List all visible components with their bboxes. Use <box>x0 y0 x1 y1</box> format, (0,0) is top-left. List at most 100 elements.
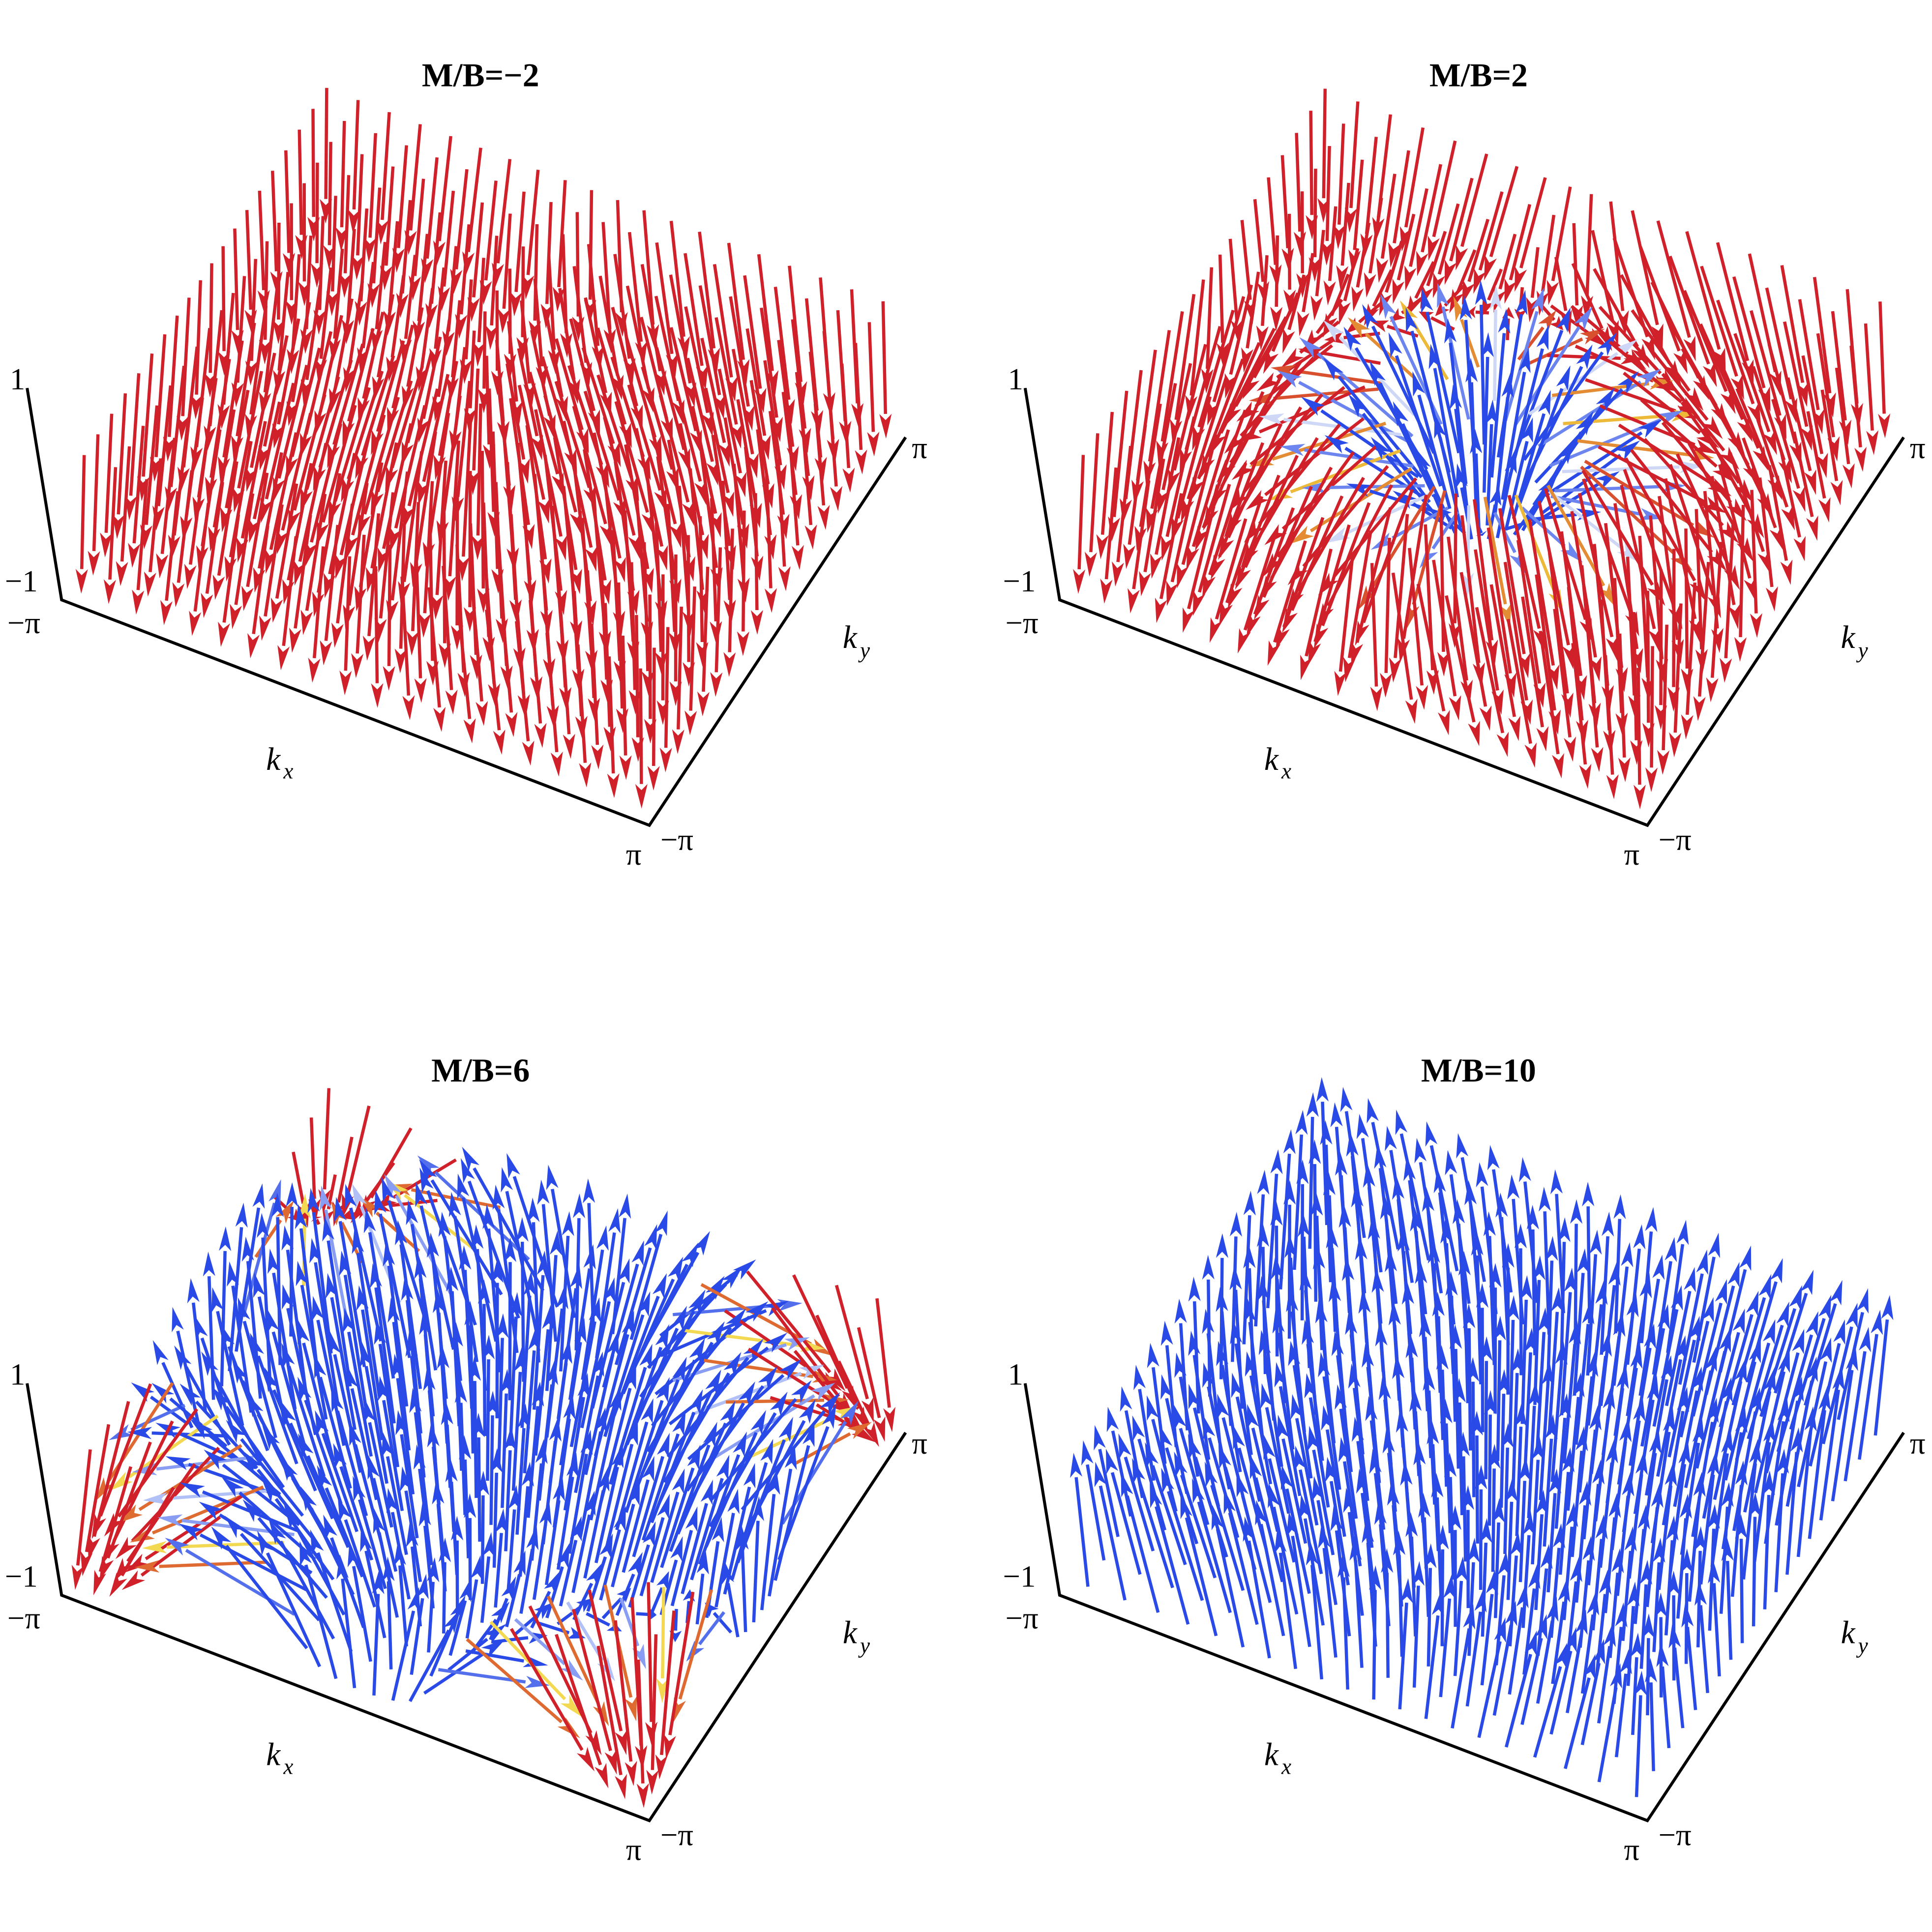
vector-arrow <box>1133 1365 1156 1481</box>
vector-arrow <box>545 633 563 777</box>
vector-arrow <box>1216 254 1229 368</box>
vector-arrow <box>1550 304 1608 348</box>
vector-arrow <box>1820 389 1843 505</box>
vector-arrow <box>128 425 145 568</box>
vector-arrow <box>1306 1540 1324 1680</box>
vector-arrow <box>1388 150 1410 268</box>
vector-arrow <box>103 467 118 604</box>
vector-arrow <box>622 1456 654 1573</box>
vector-arrow <box>768 1444 797 1597</box>
vector-arrow <box>1150 437 1181 579</box>
vector-arrow <box>326 1273 357 1430</box>
vector-arrow <box>1282 274 1306 353</box>
z-tick-min: −1 <box>5 1559 38 1593</box>
vector-arrow <box>230 493 255 629</box>
x-tick-min: −π <box>7 606 40 640</box>
vector-arrow <box>296 1260 328 1420</box>
vector-arrow <box>580 1277 616 1429</box>
vector-arrow <box>382 1556 395 1669</box>
vector-arrow <box>1688 1472 1706 1602</box>
vector-arrow <box>1753 1418 1776 1562</box>
axis-lines <box>1023 1383 1905 1823</box>
vector-arrow <box>1334 555 1354 696</box>
vector-arrow <box>1593 268 1650 369</box>
vector-arrow <box>1539 1187 1551 1335</box>
vector-arrow <box>363 133 378 263</box>
vector-arrow <box>508 1292 523 1446</box>
vector-arrow <box>1580 1590 1600 1694</box>
vector-arrow <box>409 1388 430 1522</box>
vector-arrow <box>542 579 559 731</box>
vector-arrow <box>201 482 224 618</box>
vector-arrow <box>1599 1438 1618 1568</box>
vector-arrow <box>1286 1511 1311 1647</box>
vector-arrow <box>827 383 843 511</box>
vector-arrow <box>641 1410 686 1541</box>
vector-arrow <box>1553 609 1576 762</box>
vector-arrow <box>1302 1319 1324 1461</box>
vector-arrow <box>574 1351 604 1493</box>
vector-arrow <box>1254 486 1313 620</box>
vector-arrow <box>506 1485 521 1592</box>
vector-arrow <box>277 536 298 671</box>
vector-arrow <box>381 1432 408 1555</box>
x-axis-label-sub: x <box>1281 759 1291 784</box>
vector-arrow <box>184 449 208 589</box>
vector-arrow <box>1159 1424 1199 1545</box>
vector-arrow <box>352 1229 381 1397</box>
vector-arrow <box>1620 274 1681 385</box>
z-tick-max: 1 <box>1008 1357 1023 1391</box>
vector-arrow <box>1147 1343 1167 1464</box>
vector-arrow <box>1490 308 1511 478</box>
vector-arrow <box>1786 377 1816 495</box>
vector-arrow <box>470 577 488 726</box>
vector-arrow <box>172 470 194 608</box>
vector-arrow <box>124 373 141 521</box>
vector-arrow <box>1809 1319 1845 1467</box>
vector-arrow <box>462 1146 545 1292</box>
vector-arrow <box>1174 1405 1210 1525</box>
vector-arrow <box>509 398 535 550</box>
vector-arrow <box>672 607 684 754</box>
vector-arrow <box>530 1439 548 1561</box>
vector-arrow <box>1475 280 1487 445</box>
vector-arrow <box>238 1297 277 1438</box>
vector-arrow <box>559 612 575 759</box>
vector-arrow <box>635 668 648 809</box>
vector-arrow <box>1211 1505 1245 1648</box>
vector-arrow <box>676 1401 736 1535</box>
vector-arrow <box>485 609 505 755</box>
vector-arrow <box>1283 1180 1296 1339</box>
vector-arrow <box>1296 1159 1309 1320</box>
vector-arrow <box>632 1433 670 1557</box>
vector-arrow <box>1244 1297 1264 1438</box>
vector-arrow <box>151 1382 228 1448</box>
y-tick-min: −π <box>1659 822 1692 857</box>
vector-arrow <box>1392 213 1416 304</box>
vector-arrow <box>1096 411 1114 559</box>
vector-arrow <box>1459 572 1492 731</box>
vector-arrow <box>1161 1467 1204 1601</box>
vector-arrow <box>362 513 381 661</box>
vector-arrow <box>594 1443 624 1563</box>
y-tick-min: −π <box>660 822 693 857</box>
vector-arrow <box>813 404 830 530</box>
vector-arrow <box>504 1426 516 1551</box>
vector-arrow <box>1644 1658 1658 1771</box>
vector-arrow <box>1304 1373 1330 1508</box>
vector-arrow <box>1493 1316 1506 1461</box>
vector-arrow <box>393 1541 408 1647</box>
x-axis-label-main: k <box>1264 1737 1279 1773</box>
vector-arrow <box>515 1403 531 1535</box>
vector-arrow <box>1614 1649 1632 1757</box>
z-tick-min: −1 <box>1003 1559 1036 1593</box>
vector-arrow <box>1497 1369 1510 1508</box>
vector-arrow <box>1656 1642 1671 1749</box>
vector-arrow <box>1864 323 1879 455</box>
vector-arrow <box>681 1479 713 1594</box>
vector-arrow <box>1439 1574 1456 1698</box>
vector-arrow <box>1210 518 1248 643</box>
vector-arrow <box>504 1237 517 1401</box>
vector-arrow <box>1242 1191 1256 1345</box>
vector-arrow <box>1405 1512 1418 1637</box>
